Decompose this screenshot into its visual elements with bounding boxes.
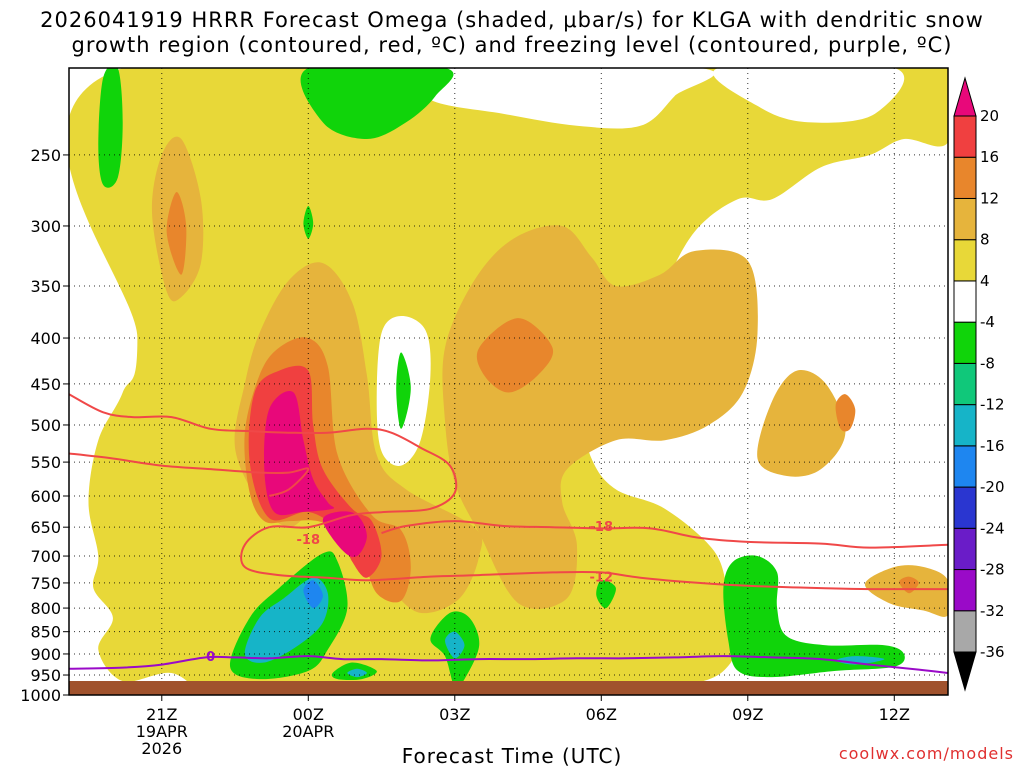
colorbar-label: -20 bbox=[980, 478, 1005, 496]
colorbar-label: -16 bbox=[980, 437, 1005, 455]
omega-region-tan-right-mid bbox=[757, 369, 846, 477]
x-axis-title: Forecast Time (UTC) bbox=[401, 744, 623, 768]
omega-region-yellow-1002 bbox=[747, 125, 797, 171]
colorbar-label: 4 bbox=[980, 272, 990, 290]
omega-region-green-06z bbox=[596, 580, 616, 609]
y-tick-label-650: 650 bbox=[30, 518, 61, 537]
x-tick-date-00Z: 20APR bbox=[282, 722, 334, 741]
contour-label-dgz-minus-12: -12 bbox=[590, 571, 614, 586]
y-tick-label-300: 300 bbox=[30, 217, 61, 236]
colorbar-swatch-7 bbox=[953, 362, 977, 406]
colorbar-swatch-12 bbox=[953, 156, 977, 199]
x-tick-label-00Z: 00Z bbox=[293, 705, 324, 724]
y-tick-label-400: 400 bbox=[30, 329, 61, 348]
contour-dgz-minus-18-upper bbox=[381, 520, 948, 549]
x-tick-label-21Z: 21Z bbox=[146, 705, 177, 724]
colorbar-swatch-9 bbox=[953, 280, 977, 323]
x-tick-label-03Z: 03Z bbox=[439, 705, 470, 724]
colorbar-swatch-4 bbox=[953, 486, 977, 529]
omega-region-white-upper bbox=[396, 68, 715, 129]
y-tick-label-500: 500 bbox=[30, 416, 61, 435]
y-tick-label-250: 250 bbox=[30, 146, 61, 165]
surface-terrain-band bbox=[69, 681, 948, 695]
y-tick-label-350: 350 bbox=[30, 277, 61, 296]
x-tick-label-09Z: 09Z bbox=[732, 705, 763, 724]
contour-freezing-level-0 bbox=[69, 655, 948, 674]
omega-region-white-right-edge bbox=[932, 235, 948, 345]
colorbar-label: 8 bbox=[980, 231, 990, 249]
colorbar-swatch-13 bbox=[953, 115, 977, 158]
omega-region-blue-lower-left bbox=[303, 580, 323, 609]
contour-label-dgz-minus-18: -18 bbox=[297, 533, 321, 548]
colorbar-swatch-3 bbox=[953, 527, 977, 571]
omega-region-green-top-center bbox=[300, 68, 454, 139]
colorbar-label: -36 bbox=[980, 643, 1005, 661]
colorbar-label: 20 bbox=[980, 107, 999, 125]
contour-dgz-minus-12 bbox=[69, 452, 310, 497]
y-tick-label-700: 700 bbox=[30, 547, 61, 566]
omega-region-white-upper-right bbox=[713, 68, 905, 123]
y-tick-label-900: 900 bbox=[30, 645, 61, 664]
y-tick-label-750: 750 bbox=[30, 574, 61, 593]
omega-shaded-regions bbox=[69, 68, 948, 695]
x-tick-date-21Z: 19APR bbox=[136, 722, 188, 741]
x-tick-label-06Z: 06Z bbox=[586, 705, 617, 724]
colorbar-label: -12 bbox=[980, 396, 1005, 414]
omega-region-teal-03z bbox=[445, 631, 465, 659]
credit-link[interactable]: coolwx.com/models bbox=[838, 744, 1014, 763]
y-tick-label-450: 450 bbox=[30, 375, 61, 394]
colorbar-max-triangle bbox=[953, 76, 977, 117]
omega-region-orange-mid bbox=[476, 318, 554, 393]
surface-band bbox=[69, 681, 948, 695]
colorbar-label: -24 bbox=[980, 519, 1005, 537]
chart-title-line-1: 2026041919 HRRR Forecast Omega (shaded, … bbox=[40, 8, 984, 32]
y-tick-label-800: 800 bbox=[30, 599, 61, 618]
x-tick-year-21Z: 2026 bbox=[141, 739, 182, 758]
omega-region-green-hole bbox=[396, 352, 411, 429]
colorbar-swatch-10 bbox=[953, 239, 977, 282]
colorbar-label: -28 bbox=[980, 561, 1005, 579]
y-tick-label-600: 600 bbox=[30, 487, 61, 506]
omega-region-orange-left bbox=[166, 192, 187, 275]
colorbar-swatch-8 bbox=[953, 321, 977, 364]
omega-region-teal-low-small bbox=[347, 668, 367, 678]
omega-region-green-top bbox=[98, 68, 123, 188]
colorbar-label: -8 bbox=[980, 354, 995, 372]
omega-region-orange-right bbox=[835, 394, 856, 432]
omega-region-magenta-center bbox=[264, 391, 335, 516]
contour-dgz-minus-18 bbox=[69, 393, 948, 591]
omega-region-green-small-upper bbox=[303, 206, 314, 239]
colorbar-label: -4 bbox=[980, 313, 995, 331]
colorbar-swatch-5 bbox=[953, 445, 977, 488]
y-tick-label-850: 850 bbox=[30, 623, 61, 642]
omega-region-magenta-small bbox=[322, 511, 367, 557]
colorbar-label: 16 bbox=[980, 148, 999, 166]
temperature-contours: -18 -18 -12 0 bbox=[69, 393, 948, 674]
colorbar-swatch-6 bbox=[953, 404, 977, 447]
colorbar-swatch-11 bbox=[953, 197, 977, 241]
colorbar-label: 12 bbox=[980, 189, 999, 207]
colorbar-legend: -36 -32 -28 -24 -20 -16 -12 -8 -4 4 8 12 16 20 bbox=[953, 76, 1005, 692]
x-tick-label-12Z: 12Z bbox=[879, 705, 910, 724]
colorbar-min-triangle bbox=[953, 651, 977, 692]
chart-title-line-2: growth region (contoured, red, ºC) and f… bbox=[71, 33, 953, 57]
plot-frame bbox=[68, 67, 949, 696]
colorbar-swatch-2 bbox=[953, 569, 977, 612]
contour-label-dgz-minus-18-upper: -18 bbox=[590, 520, 614, 535]
plot-border bbox=[68, 67, 949, 696]
y-tick-label-550: 550 bbox=[30, 453, 61, 472]
contour-label-freezing-level-0: 0 bbox=[206, 650, 215, 665]
colorbar-swatch-1 bbox=[953, 610, 977, 653]
pressure-axis: 250 300 350 400 450 500 550 600 650 700 750 800 850 9… bbox=[20, 146, 69, 705]
y-tick-label-1000: 1000 bbox=[20, 686, 61, 705]
colorbar-label: -32 bbox=[980, 602, 1005, 620]
y-tick-label-950: 950 bbox=[30, 666, 61, 685]
